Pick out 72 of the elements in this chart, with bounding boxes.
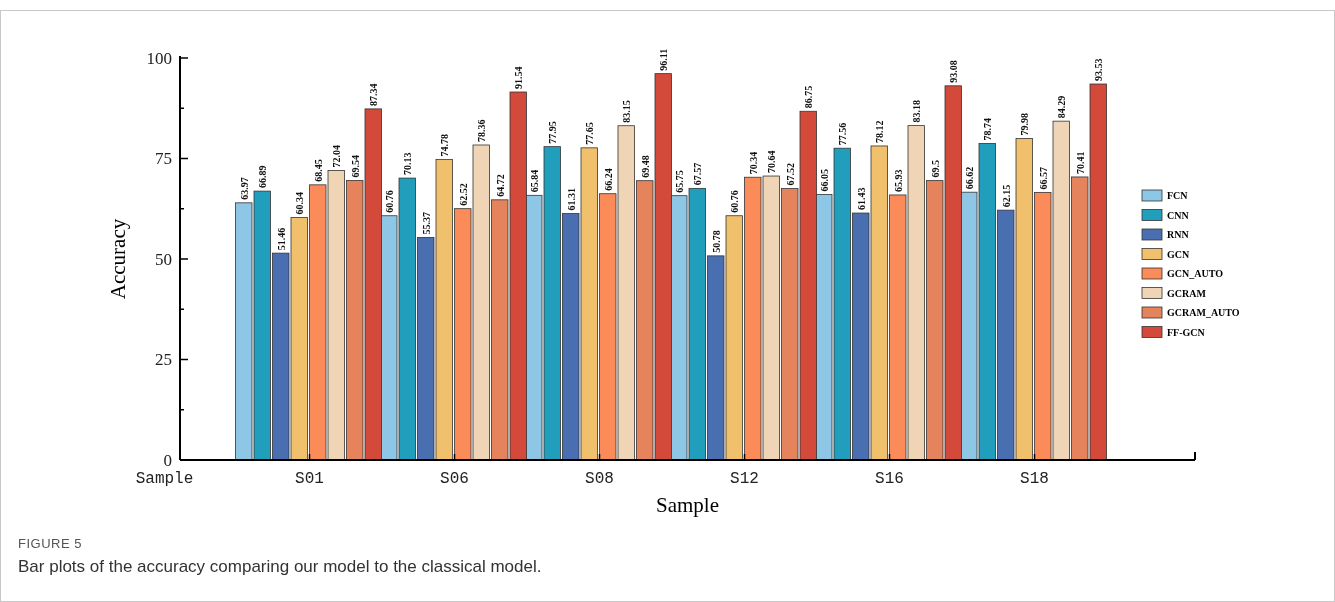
- y-axis-title: Accuracy: [106, 218, 130, 300]
- data-label: 62.15: [1000, 184, 1012, 208]
- data-label: 65.75: [673, 170, 685, 193]
- data-label: 70.41: [1074, 151, 1086, 174]
- data-label: 60.76: [729, 190, 741, 213]
- x-axis-title: Sample: [656, 493, 719, 517]
- caption: FIGURE 5: [18, 536, 82, 551]
- data-label: 96.11: [658, 48, 670, 71]
- y-tick-label: 50: [155, 249, 172, 269]
- x-tick-label: S06: [440, 470, 469, 488]
- legend-label: CNN: [1167, 209, 1190, 221]
- data-label: 72.04: [331, 144, 343, 168]
- data-label: 70.13: [402, 152, 414, 176]
- data-label: 78.12: [874, 120, 886, 143]
- y-tick-label: 100: [146, 48, 172, 68]
- legend-label: FF-GCN: [1167, 326, 1206, 338]
- data-label: 66.24: [602, 168, 614, 191]
- data-label: 87.34: [368, 83, 380, 106]
- data-label: 86.75: [803, 85, 815, 109]
- data-label: 61.43: [855, 187, 867, 211]
- x-tick-label: S08: [585, 470, 614, 488]
- data-label: 65.93: [892, 169, 904, 192]
- data-label: 69.5: [929, 160, 941, 178]
- data-label: 93.53: [1093, 58, 1105, 82]
- data-label: 78.74: [982, 117, 994, 141]
- data-label: 77.95: [547, 121, 559, 144]
- data-label: 83.18: [911, 100, 923, 123]
- text: Bar plots of the accuracy comparing our model to the classical model.: [18, 557, 542, 576]
- data-label: 77.56: [837, 122, 849, 146]
- data-label: 64.72: [494, 174, 506, 197]
- y-tick-label: 0: [163, 450, 172, 470]
- legend-label: GCRAM_AUTO: [1167, 307, 1240, 318]
- data-label: 83.15: [621, 100, 633, 123]
- data-label: 66.57: [1037, 166, 1049, 190]
- x-tick-label: S12: [730, 470, 759, 488]
- data-label: 84.29: [1056, 95, 1068, 119]
- legend-label: GCRAM: [1167, 287, 1207, 299]
- y-tick-label: 75: [155, 149, 172, 169]
- data-label: 65.84: [528, 169, 540, 193]
- data-label: 55.37: [420, 211, 432, 235]
- data-label: 93.08: [948, 60, 960, 83]
- data-label: 62.52: [457, 183, 469, 206]
- data-label: 63.97: [238, 177, 250, 200]
- x-tick-label: S16: [875, 470, 904, 488]
- data-label: 79.98: [1019, 112, 1031, 136]
- legend-label: GCN: [1167, 248, 1190, 260]
- data-label: 70.34: [747, 151, 759, 175]
- legend-label: FCN: [1167, 190, 1189, 201]
- x-tick-label: S18: [1020, 470, 1049, 488]
- legend-label: RNN: [1167, 229, 1190, 240]
- y-tick-label: 25: [155, 350, 172, 370]
- data-label: 66.62: [963, 166, 975, 190]
- data-label: 66.05: [818, 168, 830, 192]
- data-label: 60.76: [383, 190, 395, 213]
- data-label: 50.78: [710, 230, 722, 253]
- data-label: 69.54: [349, 154, 361, 178]
- data-label: 70.64: [766, 150, 778, 174]
- x-tick-label: S01: [295, 470, 324, 488]
- data-label: 67.57: [692, 162, 704, 186]
- data-label: 78.36: [476, 119, 488, 142]
- data-label: 91.54: [513, 66, 525, 90]
- data-label: 66.89: [257, 165, 269, 189]
- data-label: 69.48: [639, 155, 651, 178]
- data-label: 68.45: [312, 159, 324, 182]
- data-label: 67.52: [784, 163, 796, 186]
- x-tick-label: Sample: [135, 470, 194, 488]
- data-label: 61.31: [565, 188, 577, 211]
- data-label: 74.78: [439, 133, 451, 157]
- legend-label: GCN_AUTO: [1167, 268, 1224, 279]
- data-label: 51.46: [275, 227, 287, 251]
- data-label: 77.65: [584, 122, 596, 145]
- data-label: 60.34: [294, 191, 306, 215]
